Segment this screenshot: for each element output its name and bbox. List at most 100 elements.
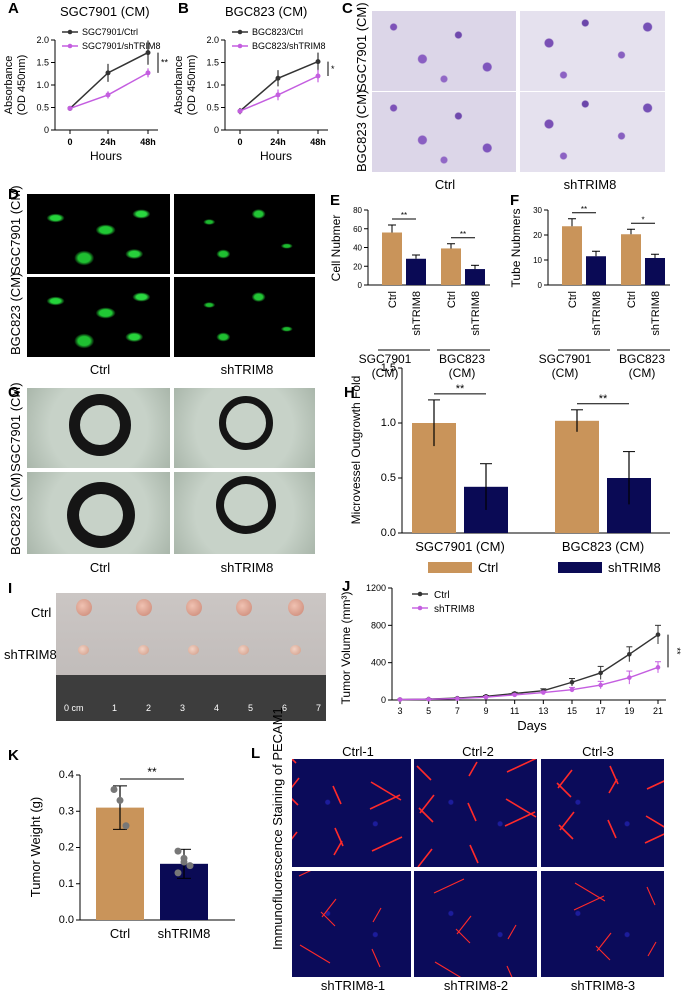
legend-label: BGC823/shTRIM8 xyxy=(252,41,326,51)
vessel-stain xyxy=(369,794,401,810)
x-tick-label: BGC823 (CM) xyxy=(562,539,644,554)
legend-marker xyxy=(237,29,243,35)
chart-k: 0.0 0.1 0.2 0.3 0.4 Tumor Weight (g) Ctrl shTRI… xyxy=(28,765,235,941)
panel-label-d: D xyxy=(8,186,19,203)
chart-f: 0 10 20 30 Tube Nubmers Ctrl shTRIM8 Ctrl shTRIM… xyxy=(509,205,670,351)
legend-label: BGC823/Ctrl xyxy=(252,27,303,37)
x-tick-label: 3 xyxy=(397,706,402,716)
data-point xyxy=(315,59,321,65)
data-point xyxy=(655,665,661,670)
legend-marker xyxy=(67,29,73,35)
transwell-image-bgc-ctrl xyxy=(372,92,516,172)
tumor-ctrl xyxy=(76,599,92,616)
transwell-image-bgc-sh xyxy=(520,92,665,172)
data-point xyxy=(110,786,118,793)
fluor-ctrl-2 xyxy=(414,759,537,867)
y-axis-label: (OD 450nm) xyxy=(186,55,198,116)
y-tick-label: 0.1 xyxy=(59,878,74,890)
series-line xyxy=(69,51,149,109)
tumor-sh xyxy=(78,645,89,655)
significance-label: ** xyxy=(672,647,682,655)
data-point xyxy=(569,679,575,685)
x-tick-label: SGC7901 (CM) xyxy=(415,539,505,554)
ruler-label: 2 xyxy=(146,703,152,713)
vessel-stain xyxy=(433,878,465,894)
significance-label: ** xyxy=(599,393,608,405)
y-axis-label: Absorbance xyxy=(173,56,185,115)
vessel-stain xyxy=(646,780,664,790)
chart-a: 0 0.5 1.0 1.5 2.0 0 24h 48h Hours Absorbance (OD 4… xyxy=(3,27,169,163)
vessel-stain xyxy=(609,765,619,785)
data-point xyxy=(237,108,243,114)
vessel-stain xyxy=(468,761,478,777)
data-point xyxy=(655,632,661,637)
y-tick-label: 1.0 xyxy=(381,417,396,429)
x-tick-label: 19 xyxy=(624,706,634,716)
data-point xyxy=(174,869,182,877)
legend-label: shTRIM8 xyxy=(434,604,475,615)
bar xyxy=(586,256,606,285)
tumor-ctrl xyxy=(186,599,202,616)
panel-l-top-1: Ctrl-1 xyxy=(342,744,374,759)
vessel-stain xyxy=(320,911,336,927)
vessel-stain xyxy=(469,844,479,864)
y-tick-label: 0 xyxy=(381,695,386,705)
y-tick-label: 0.5 xyxy=(206,103,219,113)
y-tick-label: 0.5 xyxy=(381,472,396,484)
vessel-stain xyxy=(434,961,462,977)
transwell-image-sgc-sh xyxy=(520,11,665,91)
ruler xyxy=(56,675,326,721)
bar xyxy=(562,226,582,285)
series-line xyxy=(69,72,149,110)
panel-label-h: H xyxy=(344,384,355,401)
y-tick-label: 0 xyxy=(44,125,49,135)
y-tick-label: 0 xyxy=(358,281,363,290)
data-point xyxy=(105,70,111,76)
vessel-stain xyxy=(455,928,471,944)
vessel-stain xyxy=(507,924,517,940)
vessel-stain xyxy=(332,785,342,805)
y-tick-label: 80 xyxy=(353,206,362,215)
y-tick-label: 2.0 xyxy=(206,35,219,45)
y-tick-label: 1200 xyxy=(366,583,386,593)
panel-l-bottom-2: shTRIM8-2 xyxy=(443,978,509,993)
data-point xyxy=(67,105,73,111)
fluor-sh-1 xyxy=(292,871,411,977)
significance-label: ** xyxy=(581,205,587,214)
panel-label-i: I xyxy=(8,580,13,597)
vessel-stain xyxy=(371,836,403,852)
data-point xyxy=(315,73,321,79)
x-axis-label: Hours xyxy=(260,149,292,163)
chart-j: 0 400 800 1200 3 5 7 9 11 13 15 17 19 21 Days Tumor Vol… xyxy=(339,583,682,733)
tumor-sh xyxy=(138,645,149,655)
significance-label: * xyxy=(331,64,335,74)
y-tick-label: 0.5 xyxy=(36,103,49,113)
x-tick-label: shTRIM8 xyxy=(650,291,662,336)
panel-d-row-2: BGC823 (CM) xyxy=(8,272,23,355)
ruler-label: 6 xyxy=(282,703,288,713)
data-point xyxy=(627,675,632,680)
y-axis-label: Tumor Weight (g) xyxy=(28,797,43,897)
data-point xyxy=(541,690,546,695)
panel-e-group-1: SGC7901 (CM) xyxy=(358,352,412,380)
vessel-stain xyxy=(292,777,300,789)
legend-label: Ctrl xyxy=(434,590,450,601)
fluor-ctrl-1 xyxy=(292,759,411,867)
vessel-stain xyxy=(645,815,664,828)
data-point xyxy=(569,687,575,693)
panel-i-row-ctrl: Ctrl xyxy=(31,605,52,620)
vessel-stain xyxy=(558,824,574,840)
panel-e-group-2: BGC823 (CM) xyxy=(438,352,486,380)
bar xyxy=(465,269,485,285)
panel-l-side-label: Immunofluorescence Staining of PECAM1 xyxy=(270,707,285,950)
x-tick-label: 48h xyxy=(140,137,156,147)
y-tick-label: 0.0 xyxy=(59,914,74,926)
y-axis-label: (OD 450nm) xyxy=(16,55,28,116)
data-point xyxy=(174,847,182,855)
panel-f-group-2: BGC823 (CM) xyxy=(618,352,666,380)
legend-marker xyxy=(237,43,243,49)
y-tick-label: 0 xyxy=(214,125,219,135)
tumor-ctrl xyxy=(288,599,304,616)
tumor-ctrl xyxy=(136,599,152,616)
x-tick-label: 17 xyxy=(596,706,606,716)
